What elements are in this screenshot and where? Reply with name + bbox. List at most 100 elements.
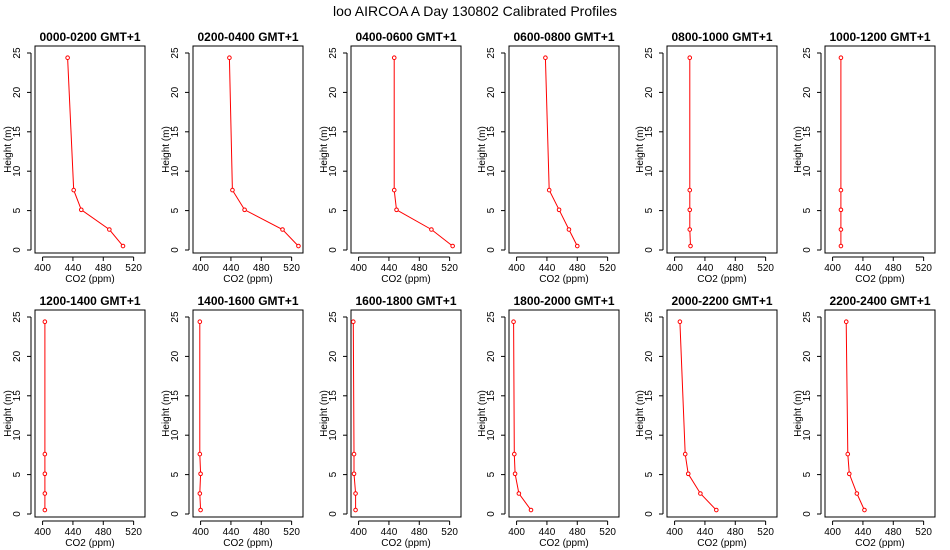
y-tick-label: 5 — [644, 471, 655, 477]
y-tick-label: 10 — [486, 429, 497, 441]
y-tick-label: 0 — [644, 247, 655, 253]
panel-title: 0000-0200 GMT+1 — [39, 30, 140, 44]
x-tick-label: 520 — [599, 263, 616, 274]
y-tick-label: 20 — [328, 350, 339, 362]
x-tick-label: 520 — [915, 263, 932, 274]
y-tick-label: 0 — [486, 247, 497, 253]
y-axis-label: Height (m) — [477, 126, 488, 173]
x-axis-label: CO2 (ppm) — [381, 538, 430, 549]
x-tick-label: 440 — [223, 263, 240, 274]
plot-frame — [824, 309, 936, 518]
profile-line — [544, 57, 578, 247]
x-tick-label: 480 — [727, 263, 744, 274]
y-tick-label: 0 — [328, 247, 339, 253]
data-point — [854, 491, 860, 496]
y-tick-label: 25 — [486, 47, 497, 59]
y-tick-label: 5 — [328, 207, 339, 213]
data-point — [687, 207, 693, 213]
data-point — [350, 319, 356, 325]
data-point — [516, 491, 522, 496]
y-tick-label: 25 — [644, 311, 655, 323]
y-axis-label: Height (m) — [793, 126, 804, 173]
y-tick-label: 15 — [644, 390, 655, 402]
data-point — [687, 187, 693, 193]
x-tick-label: 480 — [95, 263, 112, 274]
y-axis-label: Height (m) — [3, 126, 14, 173]
y-tick-label: 0 — [328, 511, 339, 517]
panel-title: 0800-1000 GMT+1 — [671, 30, 772, 44]
y-tick-label: 0 — [802, 511, 813, 517]
x-tick-label: 440 — [539, 527, 556, 538]
y-tick-label: 0 — [170, 247, 181, 253]
chart-panel: 1800-2000 GMT+1 400 440 480 520 CO2 (ppm) 0 5 10… — [477, 294, 620, 549]
y-tick-label: 20 — [170, 86, 181, 98]
plot-frame — [34, 45, 146, 254]
x-axis-label: CO2 (ppm) — [65, 274, 114, 285]
x-tick-label: 440 — [381, 263, 398, 274]
data-point — [838, 227, 844, 232]
data-point — [838, 187, 844, 193]
y-tick-label: 0 — [644, 511, 655, 517]
y-tick-label: 10 — [802, 165, 813, 177]
data-point — [65, 55, 70, 61]
data-point — [714, 507, 719, 513]
x-tick-label: 520 — [757, 527, 774, 538]
y-tick-label: 5 — [328, 471, 339, 477]
y-tick-label: 0 — [12, 247, 23, 253]
data-point — [512, 471, 518, 477]
x-tick-label: 440 — [539, 263, 556, 274]
y-axis-label: Height (m) — [319, 390, 330, 437]
plot-frame — [192, 309, 304, 518]
y-tick-label: 20 — [12, 86, 23, 98]
data-point — [543, 55, 548, 61]
data-point — [862, 507, 867, 513]
profile-line — [67, 57, 124, 247]
y-tick-label: 20 — [644, 86, 655, 98]
y-tick-label: 20 — [802, 350, 813, 362]
chart-panel: 0600-0800 GMT+1 400 440 480 520 CO2 (ppm) 0 5 10… — [477, 30, 620, 285]
x-tick-label: 400 — [666, 263, 683, 274]
x-axis-label: CO2 (ppm) — [697, 274, 746, 285]
y-tick-label: 20 — [644, 350, 655, 362]
y-tick-label: 15 — [644, 126, 655, 138]
x-tick-label: 520 — [757, 263, 774, 274]
y-tick-label: 10 — [170, 165, 181, 177]
y-tick-label: 25 — [802, 311, 813, 323]
data-point — [107, 227, 112, 232]
x-tick-label: 440 — [381, 527, 398, 538]
y-tick-label: 15 — [486, 126, 497, 138]
data-point — [198, 471, 203, 477]
y-tick-label: 5 — [12, 471, 23, 477]
data-point — [838, 207, 844, 213]
data-point — [685, 471, 691, 477]
x-axis-label: CO2 (ppm) — [697, 538, 746, 549]
data-point — [42, 451, 48, 457]
plot-frame — [508, 45, 620, 254]
y-tick-label: 15 — [802, 126, 813, 138]
x-tick-label: 480 — [569, 527, 586, 538]
plot-frame — [508, 309, 620, 518]
x-tick-label: 440 — [855, 263, 872, 274]
x-tick-label: 400 — [508, 527, 525, 538]
profile-line — [393, 57, 454, 247]
y-tick-label: 10 — [802, 429, 813, 441]
y-axis-label: Height (m) — [161, 390, 172, 437]
y-tick-label: 10 — [486, 165, 497, 177]
y-axis-label: Height (m) — [477, 390, 488, 437]
chart-panel: 1000-1200 GMT+1 400 440 480 520 CO2 (ppm) 0 5 10… — [793, 30, 936, 285]
y-tick-label: 0 — [802, 247, 813, 253]
data-point — [242, 207, 247, 213]
profile-line — [352, 321, 357, 511]
y-tick-label: 25 — [170, 47, 181, 59]
chart-panel: 1400-1600 GMT+1 400 440 480 520 CO2 (ppm) 0 5 10… — [161, 294, 304, 549]
y-tick-label: 5 — [170, 471, 181, 477]
x-tick-label: 440 — [65, 263, 82, 274]
x-tick-label: 520 — [441, 263, 458, 274]
plot-frame — [666, 309, 778, 518]
x-tick-label: 400 — [350, 263, 367, 274]
x-tick-label: 400 — [824, 527, 841, 538]
y-tick-label: 10 — [644, 165, 655, 177]
data-point — [71, 187, 76, 193]
data-point — [511, 319, 516, 325]
x-tick-label: 480 — [885, 263, 902, 274]
